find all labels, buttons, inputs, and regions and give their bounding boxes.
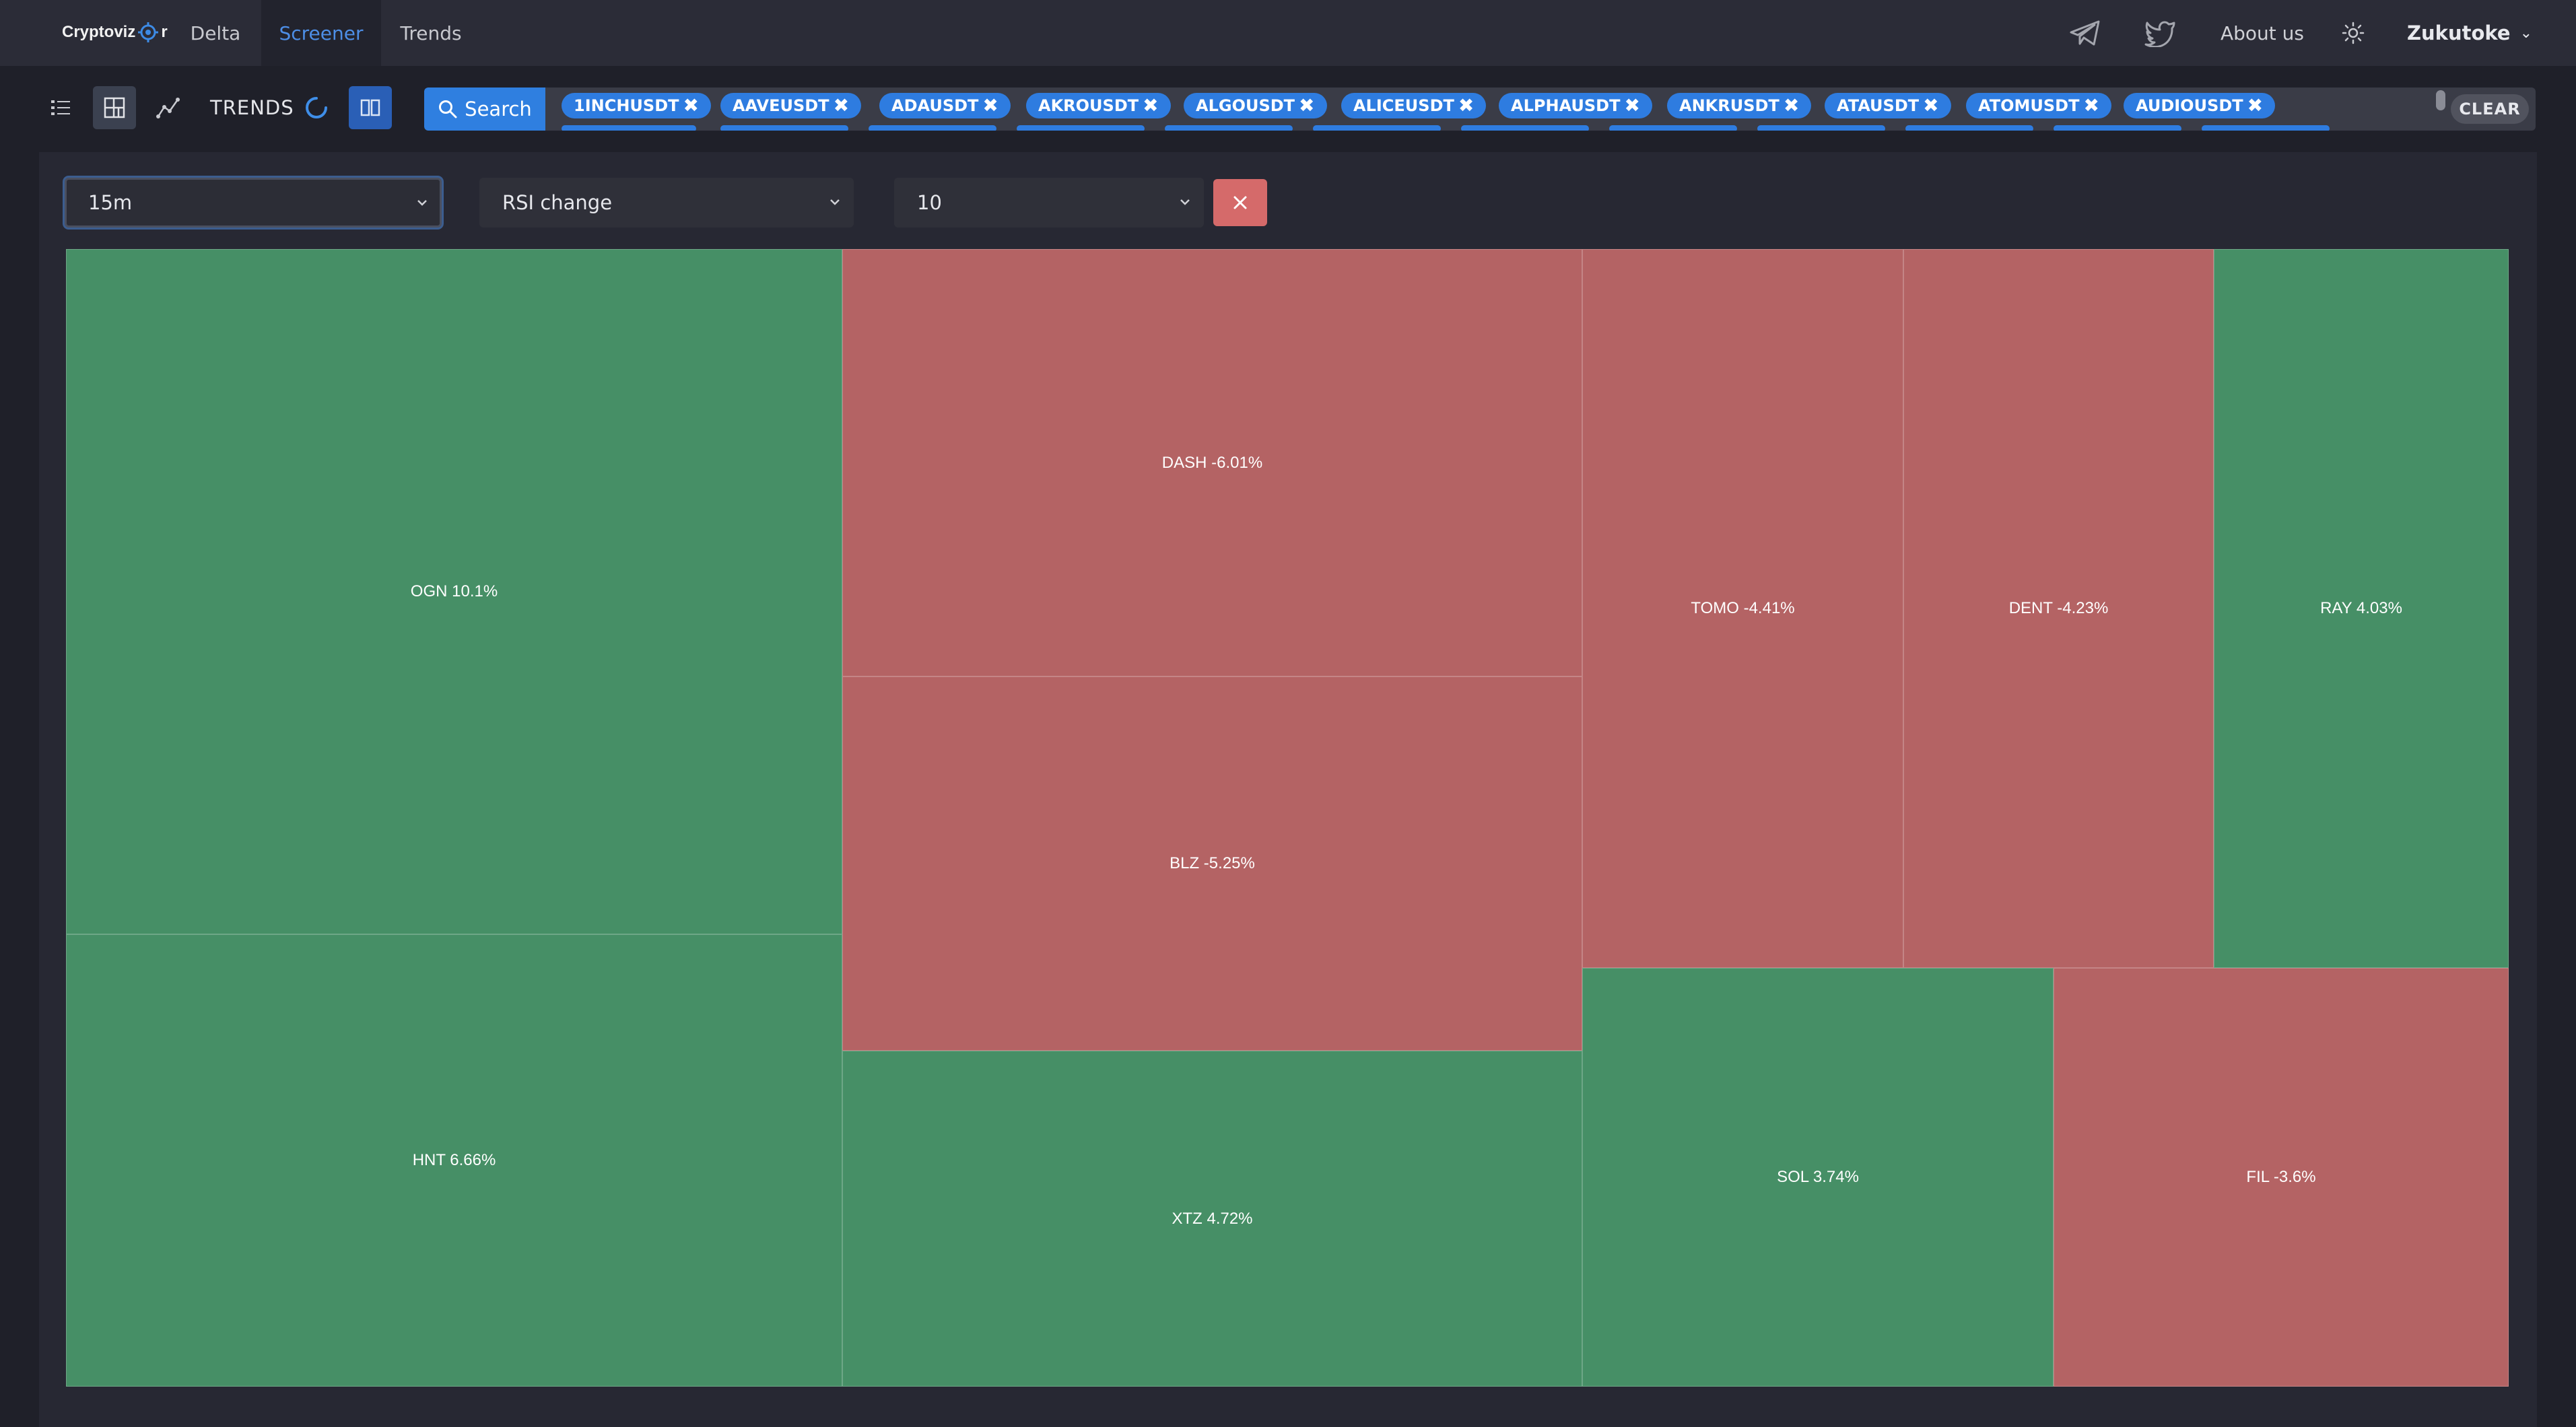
clear-button[interactable]: CLEAR: [2451, 94, 2529, 124]
hidden-tag-row: [1461, 125, 1589, 131]
tag-label: 1INCHUSDT: [574, 96, 679, 115]
remove-filter-button[interactable]: [1213, 179, 1267, 226]
treemap-cell[interactable]: DASH -6.01%: [842, 249, 1582, 676]
symbol-tag[interactable]: ALGOUSDT ✖: [1184, 93, 1327, 118]
refresh-spinner-icon[interactable]: [295, 86, 338, 129]
symbol-tag[interactable]: AAVEUSDT ✖: [720, 93, 862, 118]
tag-label: ATOMUSDT: [1978, 96, 2080, 115]
treemap-cell[interactable]: HNT 6.66%: [66, 934, 842, 1387]
symbol-tag[interactable]: 1INCHUSDT ✖: [562, 93, 711, 118]
symbol-tag[interactable]: ALPHAUSDT ✖: [1499, 93, 1652, 118]
hidden-tag-row: [2054, 125, 2181, 131]
hidden-tag-row: [2202, 125, 2330, 131]
remove-tag-icon[interactable]: ✖: [1299, 94, 1315, 116]
symbol-tag[interactable]: AKROUSDT ✖: [1026, 93, 1171, 118]
treemap-cell[interactable]: BLZ -5.25%: [842, 676, 1582, 1051]
user-menu[interactable]: Zukutoke ⌄: [2407, 0, 2532, 66]
treemap-view-icon[interactable]: [93, 86, 136, 129]
tags-scrollbar[interactable]: [2436, 90, 2445, 110]
remove-tag-icon[interactable]: ✖: [833, 94, 850, 116]
tag-label: AAVEUSDT: [733, 96, 829, 115]
metric-select[interactable]: RSI change: [479, 178, 854, 228]
hidden-tag-row: [720, 125, 848, 131]
count-select[interactable]: 10: [894, 178, 1204, 228]
timeframe-select[interactable]: 15m: [65, 178, 442, 228]
list-view-icon[interactable]: [39, 86, 82, 129]
remove-tag-icon[interactable]: ✖: [1783, 94, 1800, 116]
telegram-icon[interactable]: [2067, 15, 2103, 51]
remove-tag-icon[interactable]: ✖: [1458, 94, 1475, 116]
hidden-tag-row: [1017, 125, 1145, 131]
close-icon: [1233, 196, 1247, 209]
remove-tag-icon[interactable]: ✖: [2083, 94, 2099, 116]
search-icon: [439, 100, 457, 118]
nav-delta[interactable]: Delta: [190, 22, 241, 44]
chevron-down-icon: [1180, 199, 1190, 205]
search-button-label: Search: [465, 98, 532, 120]
about-us-link[interactable]: About us: [2221, 22, 2305, 44]
symbol-tag[interactable]: ATAUSDT ✖: [1825, 93, 1951, 118]
tag-label: ALICEUSDT: [1353, 96, 1454, 115]
symbol-tag[interactable]: ALICEUSDT ✖: [1341, 93, 1487, 118]
tag-label: ATAUSDT: [1837, 96, 1920, 115]
rsi-change-treemap: OGN 10.1% HNT 6.66% DASH -6.01% BLZ -5.2…: [66, 249, 2509, 1387]
chevron-down-icon: [417, 200, 427, 206]
remove-tag-icon[interactable]: ✖: [982, 94, 998, 116]
remove-tag-icon[interactable]: ✖: [1624, 94, 1640, 116]
symbol-tag[interactable]: ADAUSDT ✖: [879, 93, 1011, 118]
treemap-cell[interactable]: XTZ 4.72%: [842, 1051, 1582, 1387]
hidden-tag-row: [869, 125, 996, 131]
logo-text: Cryptoviz: [62, 23, 136, 41]
remove-tag-icon[interactable]: ✖: [683, 94, 699, 116]
remove-tag-icon[interactable]: ✖: [1923, 94, 1939, 116]
tag-label: ALGOUSDT: [1196, 96, 1295, 115]
columns-toggle-icon[interactable]: [349, 86, 392, 129]
user-name: Zukutoke: [2407, 22, 2511, 44]
symbol-tag[interactable]: ATOMUSDT ✖: [1966, 93, 2111, 118]
tag-label: AUDIOUSDT: [2136, 96, 2243, 115]
nav-trends[interactable]: Trends: [400, 22, 462, 44]
twitter-icon[interactable]: [2142, 15, 2179, 51]
chevron-down-icon: ⌄: [2519, 24, 2533, 42]
chevron-down-icon: [830, 199, 840, 205]
count-value: 10: [917, 191, 942, 214]
remove-tag-icon[interactable]: ✖: [2247, 94, 2264, 116]
tag-label: ANKRUSDT: [1679, 96, 1780, 115]
hidden-tag-row: [1905, 125, 2033, 131]
metric-value: RSI change: [502, 191, 613, 214]
treemap-cell[interactable]: OGN 10.1%: [66, 249, 842, 934]
symbol-tag[interactable]: ANKRUSDT ✖: [1667, 93, 1812, 118]
tag-label: ALPHAUSDT: [1511, 96, 1621, 115]
symbol-search-bar[interactable]: Search 1INCHUSDT ✖ AAVEUSDT ✖ ADAUSDT ✖ AKR…: [424, 88, 2536, 131]
nav-screener[interactable]: Screener: [261, 0, 381, 66]
tag-label: AKROUSDT: [1038, 96, 1139, 115]
hidden-tag-row: [1609, 125, 1737, 131]
hidden-tag-row: [1313, 125, 1441, 131]
treemap-cell[interactable]: FIL -3.6%: [2054, 968, 2509, 1387]
treemap-cell[interactable]: TOMO -4.41%: [1582, 249, 1903, 968]
logo-gear-icon: [138, 22, 159, 42]
treemap-cell[interactable]: DENT -4.23%: [1903, 249, 2214, 968]
top-navbar: Cryptoviz r Delta Screener Trends About …: [0, 0, 2576, 66]
brand-logo[interactable]: Cryptoviz r: [62, 18, 168, 47]
timeframe-value: 15m: [88, 191, 133, 214]
logo-text-suffix: r: [161, 23, 168, 41]
tag-label: ADAUSDT: [891, 96, 979, 115]
hidden-tag-row: [562, 125, 696, 131]
treemap-cell[interactable]: SOL 3.74%: [1582, 968, 2054, 1387]
theme-toggle-sun-icon[interactable]: [2335, 15, 2371, 51]
chart-line-icon[interactable]: [147, 86, 190, 129]
symbol-tag[interactable]: AUDIOUSDT ✖: [2124, 93, 2276, 118]
treemap-cell[interactable]: RAY 4.03%: [2214, 249, 2509, 968]
hidden-tag-row: [1757, 125, 1885, 131]
hidden-tag-row: [1165, 125, 1293, 131]
search-button[interactable]: Search: [424, 88, 545, 131]
remove-tag-icon[interactable]: ✖: [1143, 94, 1159, 116]
trends-label: TRENDS: [210, 96, 294, 119]
